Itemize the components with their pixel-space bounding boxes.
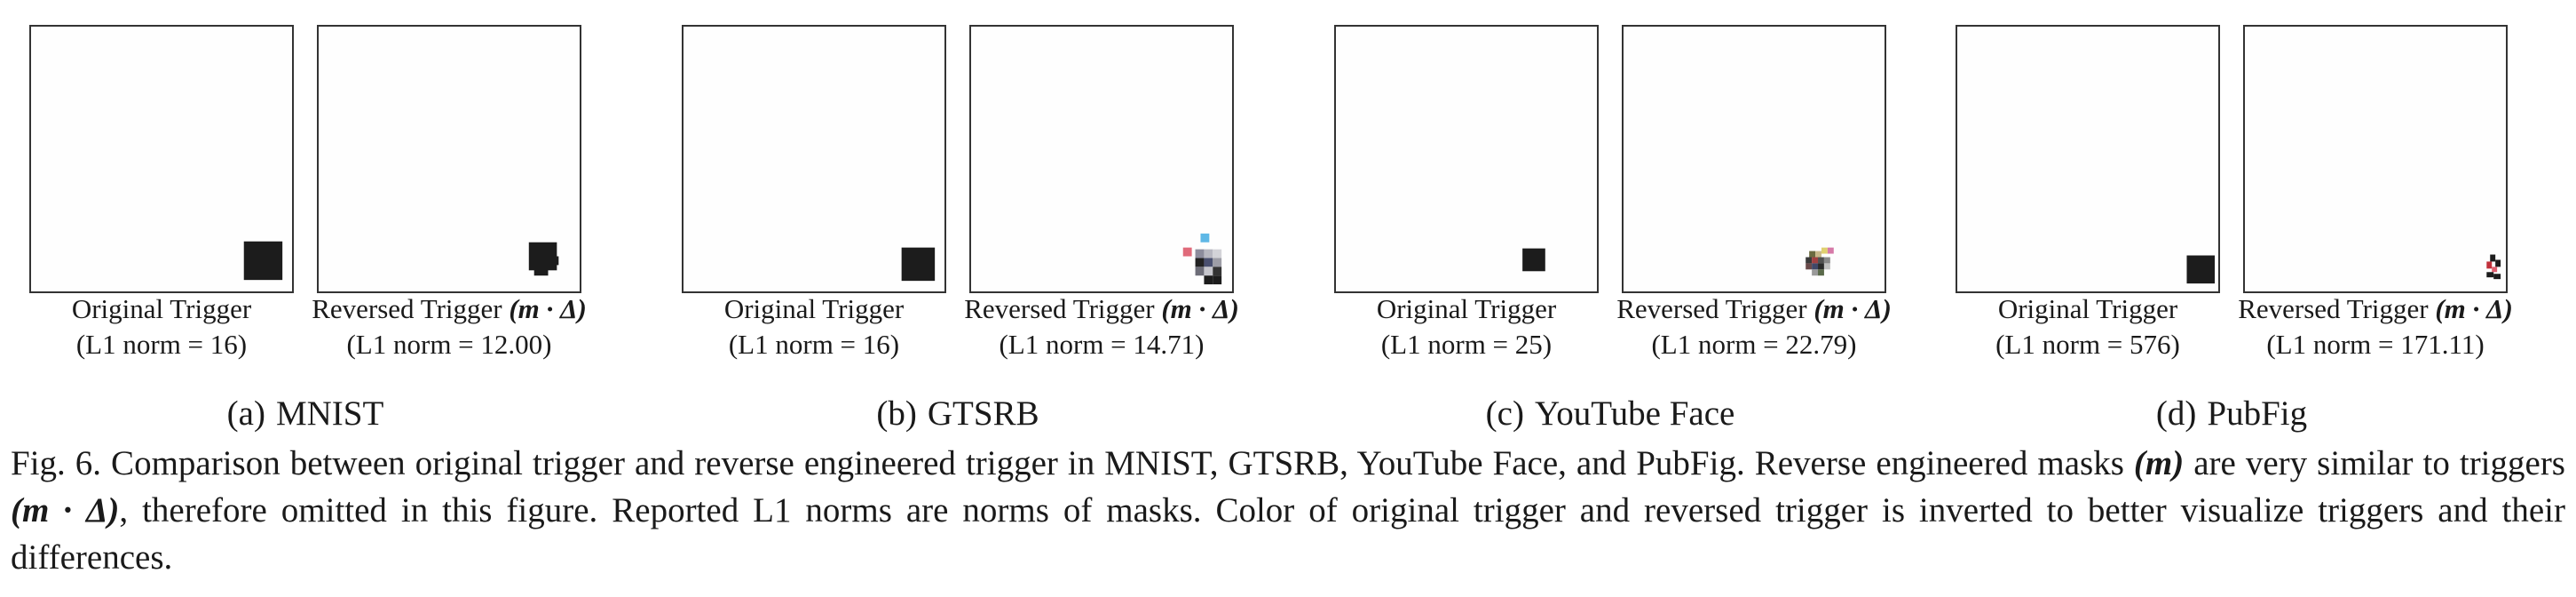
caption-formula: (m · Δ): [1161, 293, 1239, 324]
original-trigger-graphic: [243, 241, 283, 281]
reversed-trigger-image: [969, 25, 1234, 293]
panel-mnist: Original Trigger (L1 norm = 16) Reversed…: [29, 0, 651, 444]
caption-title: Reversed Trigger: [964, 293, 1155, 324]
reversed-trigger-image: [2243, 25, 2508, 293]
reversed-trigger-graphic: [1806, 247, 1834, 276]
caption-title: Original Trigger: [71, 293, 252, 324]
caption-norm: (L1 norm = 22.79): [1651, 329, 1857, 360]
original-trigger-caption: Original Trigger (L1 norm = 16): [663, 291, 965, 362]
panel-pubfig: Original Trigger (L1 norm = 576) Reverse…: [1956, 0, 2576, 444]
reversed-trigger-caption: Reversed Trigger (m · Δ) (L1 norm = 171.…: [2224, 291, 2526, 362]
panel-youtube-face: Original Trigger (L1 norm = 25) Reversed…: [1334, 0, 1956, 444]
subfigure-label: (c) YouTube Face: [1485, 394, 1735, 433]
caption-title: Original Trigger: [1376, 293, 1557, 324]
reversed-trigger-graphic: [2486, 254, 2501, 280]
reversed-trigger-caption: Reversed Trigger (m · Δ) (L1 norm = 22.7…: [1603, 291, 1905, 362]
trigger-square: [243, 241, 283, 281]
caption-formula: (m · Δ): [509, 293, 587, 324]
trigger-formula: (m · Δ): [11, 491, 120, 529]
caption-norm: (L1 norm = 16): [728, 329, 900, 360]
original-trigger-graphic: [901, 247, 936, 282]
original-trigger-graphic: [1522, 248, 1545, 272]
caption-norm: (L1 norm = 16): [75, 329, 248, 360]
reversed-trigger-image: [317, 25, 581, 293]
original-trigger-graphic: [2186, 255, 2216, 284]
original-trigger-image: [1334, 25, 1599, 293]
reversed-trigger-graphic: [528, 242, 559, 276]
original-trigger-image: [1956, 25, 2220, 293]
caption-formula: (m · Δ): [1813, 293, 1892, 324]
original-trigger-image: [29, 25, 294, 293]
subfigure-label: (b) GTSRB: [876, 394, 1039, 433]
original-trigger-image: [682, 25, 946, 293]
caption-norm: (L1 norm = 25): [1380, 329, 1553, 360]
caption-title: Reversed Trigger: [312, 293, 502, 324]
figure-caption: Fig. 6. Comparison between original trig…: [11, 444, 2566, 577]
reversed-trigger-caption: Reversed Trigger (m · Δ) (L1 norm = 12.0…: [298, 291, 600, 362]
caption-title: Reversed Trigger: [1616, 293, 1807, 324]
reversed-trigger-caption: Reversed Trigger (m · Δ) (L1 norm = 14.7…: [951, 291, 1252, 362]
caption-title: Reversed Trigger: [2238, 293, 2429, 324]
mask-symbol: (m): [2133, 444, 2185, 482]
caption-formula: (m · Δ): [2435, 293, 2513, 324]
panel-gtsrb: Original Trigger (L1 norm = 16) Reversed…: [682, 0, 1303, 444]
trigger-square: [901, 247, 936, 282]
reversed-trigger-image: [1622, 25, 1886, 293]
original-trigger-caption: Original Trigger (L1 norm = 25): [1316, 291, 1617, 362]
original-trigger-caption: Original Trigger (L1 norm = 16): [11, 291, 312, 362]
subfigure-label: (d) PubFig: [2155, 394, 2308, 433]
caption-norm: (L1 norm = 12.00): [346, 329, 552, 360]
caption-norm: (L1 norm = 576): [1995, 329, 2180, 360]
reversed-trigger-graphic: [1182, 233, 1222, 285]
caption-norm: (L1 norm = 14.71): [999, 329, 1205, 360]
trigger-square: [1522, 248, 1545, 272]
trigger-square: [2186, 255, 2216, 284]
original-trigger-caption: Original Trigger (L1 norm = 576): [1937, 291, 2239, 362]
caption-norm: (L1 norm = 171.11): [2266, 329, 2485, 360]
caption-title: Original Trigger: [723, 293, 905, 324]
subfigure-label: (a) MNIST: [226, 394, 384, 433]
caption-title: Original Trigger: [1997, 293, 2178, 324]
